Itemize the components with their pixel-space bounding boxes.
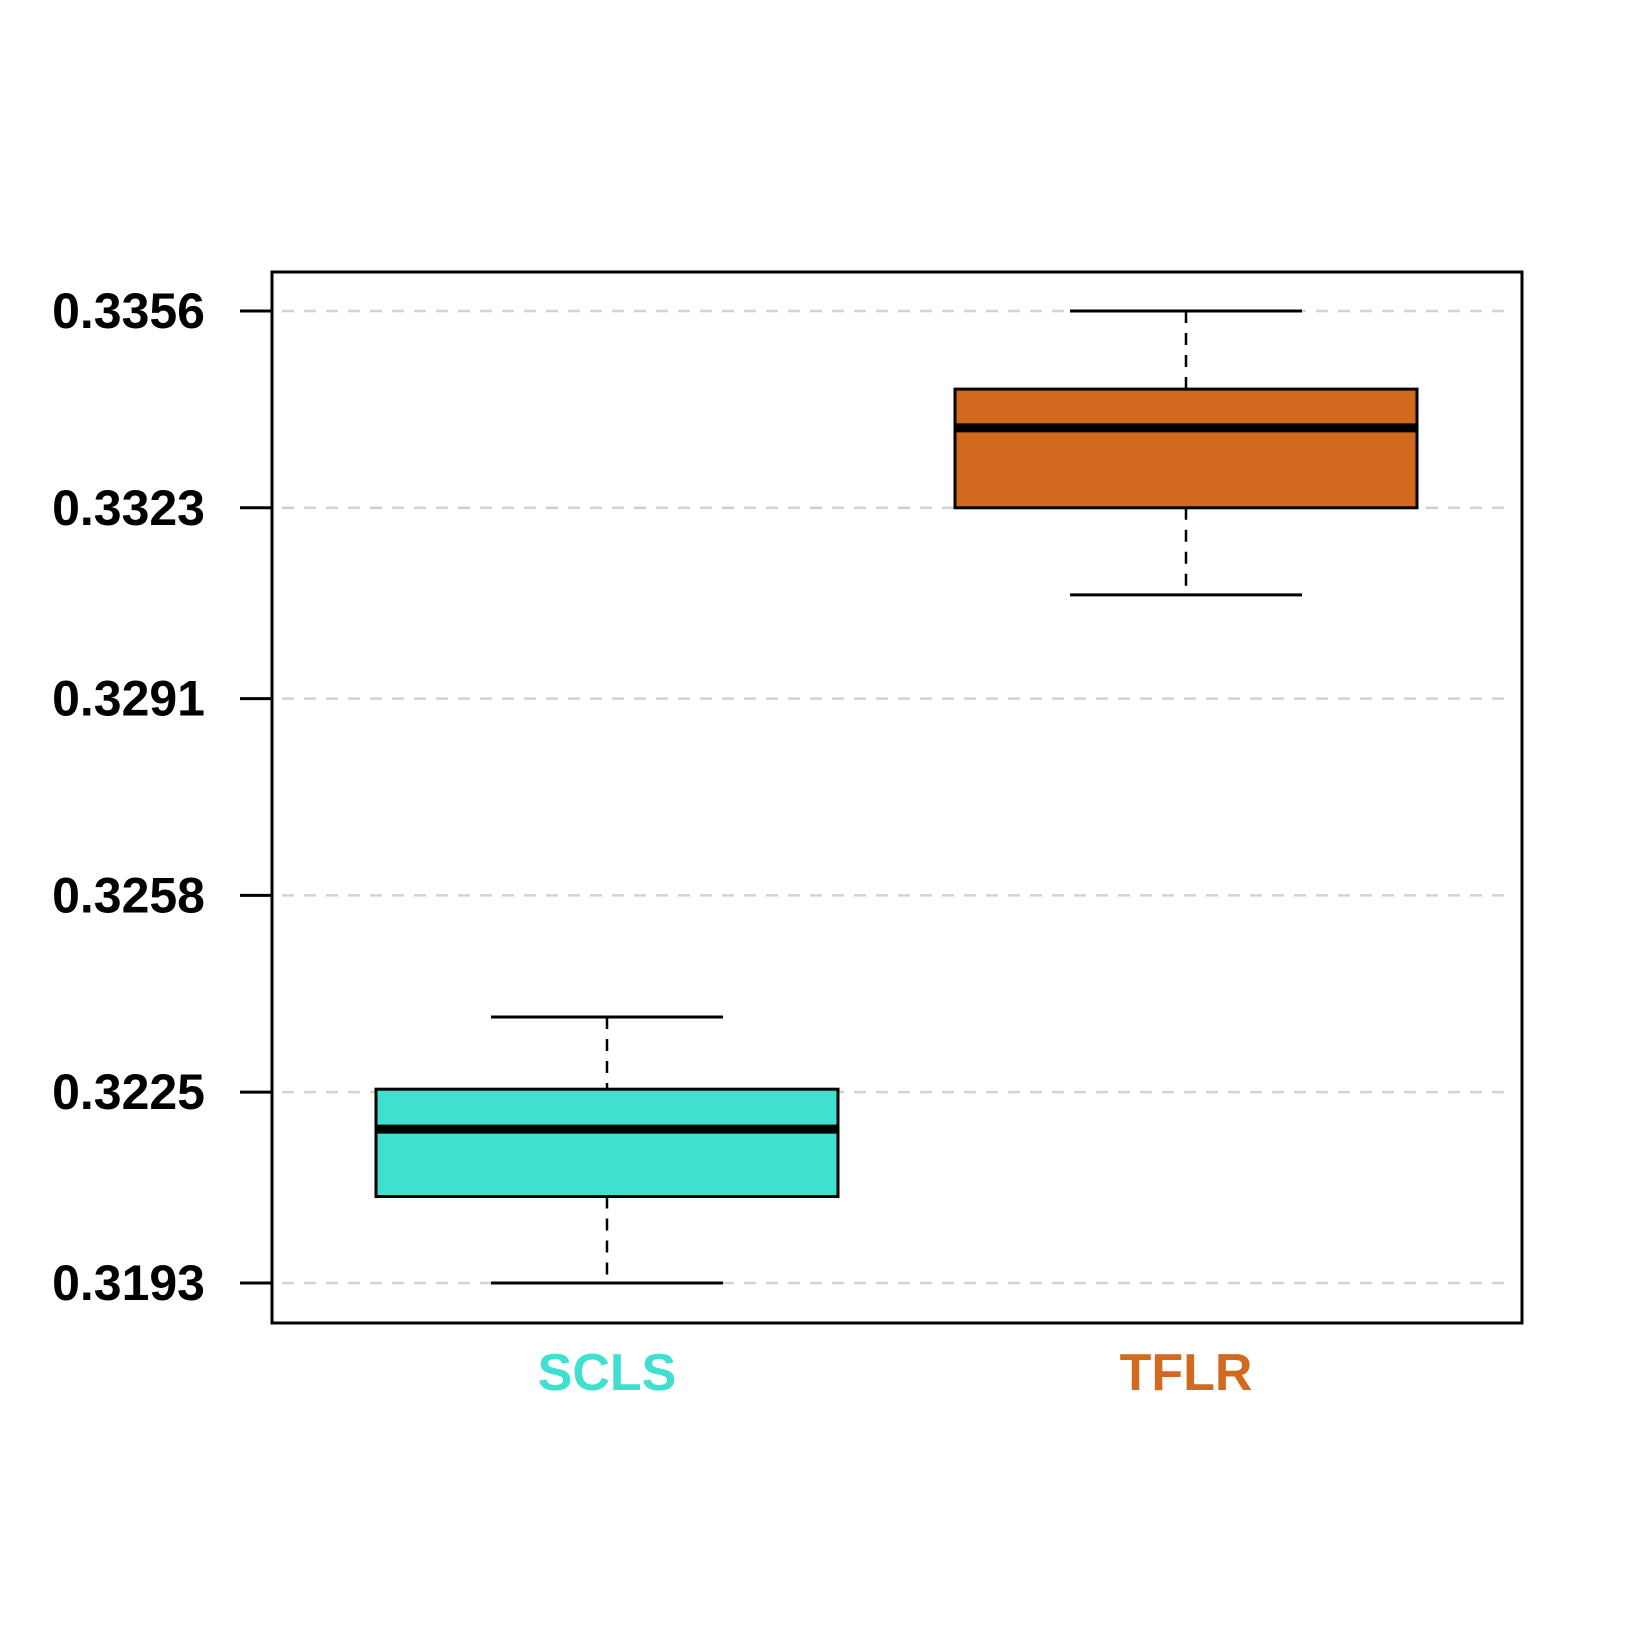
plot-frame bbox=[270, 270, 1524, 1325]
y-tick-label-3: 0.3291 bbox=[52, 671, 205, 727]
y-tick-label-1: 0.3225 bbox=[52, 1064, 205, 1120]
box-tflr bbox=[953, 309, 1419, 597]
y-tick-label-4: 0.3323 bbox=[52, 480, 205, 536]
y-tick-label-5: 0.3356 bbox=[52, 283, 205, 339]
x-category-label-scls: SCLS bbox=[538, 1344, 677, 1402]
iqr-box-scls bbox=[374, 1087, 840, 1199]
x-axis-labels: SCLS TFLR bbox=[538, 1344, 1253, 1402]
x-category-label-tflr: TFLR bbox=[1120, 1344, 1253, 1402]
y-tick-label-2: 0.3258 bbox=[52, 867, 205, 923]
box-scls bbox=[374, 1015, 840, 1285]
y-tick-label-0: 0.3193 bbox=[52, 1255, 205, 1311]
y-axis: 0.3193 0.3225 0.3258 0.3291 0.3323 0.3356 bbox=[52, 283, 272, 1311]
iqr-box-tflr bbox=[953, 387, 1419, 510]
boxes bbox=[374, 309, 1419, 1285]
